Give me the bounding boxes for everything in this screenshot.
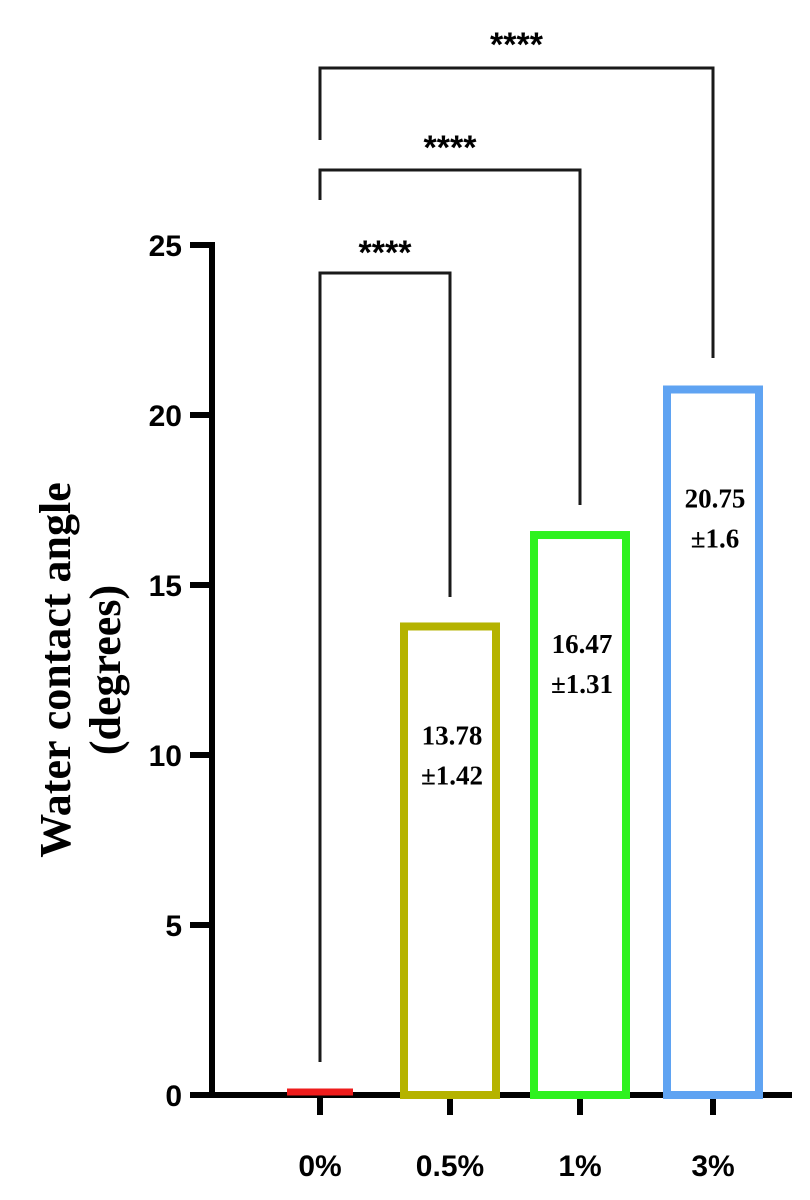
significance-bracket	[318, 66, 715, 358]
data-label-sd: ±1.31	[551, 669, 613, 699]
bars	[287, 385, 763, 1099]
x-tick-label: 1%	[558, 1150, 601, 1183]
significance-bracket	[318, 271, 452, 1062]
data-label-value: 20.75	[685, 484, 746, 514]
y-axis-title-line-1: Water contact angle	[31, 482, 80, 858]
y-tick-label: 20	[149, 400, 182, 433]
significance-brackets: **** **** ****	[318, 26, 715, 1062]
x-tick-label: 0%	[298, 1150, 341, 1183]
y-axis: 0 5 10 15 20 25	[149, 230, 215, 1113]
bar	[530, 531, 630, 1099]
y-axis-title-line-2: (degrees)	[81, 585, 130, 755]
y-tick-label: 0	[165, 1080, 182, 1113]
data-label-value: 16.47	[552, 629, 613, 659]
significance-label: ****	[359, 234, 413, 272]
y-axis-title: Water contact angle (degrees)	[31, 482, 130, 858]
data-label-sd: ±1.6	[691, 524, 740, 554]
data-labels: 13.78 ±1.42 16.47 ±1.31 20.75 ±1.6	[421, 484, 745, 791]
x-axis: 0% 0.5% 1% 3%	[209, 1092, 792, 1183]
significance-label: ****	[424, 129, 478, 167]
y-tick-label: 5	[165, 910, 182, 943]
significance-bracket	[318, 168, 582, 505]
data-label-sd: ±1.42	[421, 760, 483, 790]
y-tick-label: 15	[149, 570, 182, 603]
x-tick-label: 3%	[691, 1150, 734, 1183]
significance-label: ****	[490, 26, 544, 64]
y-tick-label: 10	[149, 740, 182, 773]
data-label-value: 13.78	[422, 720, 483, 750]
bar	[400, 622, 500, 1099]
x-tick-label: 0.5%	[416, 1150, 484, 1183]
y-tick-label: 25	[149, 230, 182, 263]
bar	[663, 385, 763, 1099]
